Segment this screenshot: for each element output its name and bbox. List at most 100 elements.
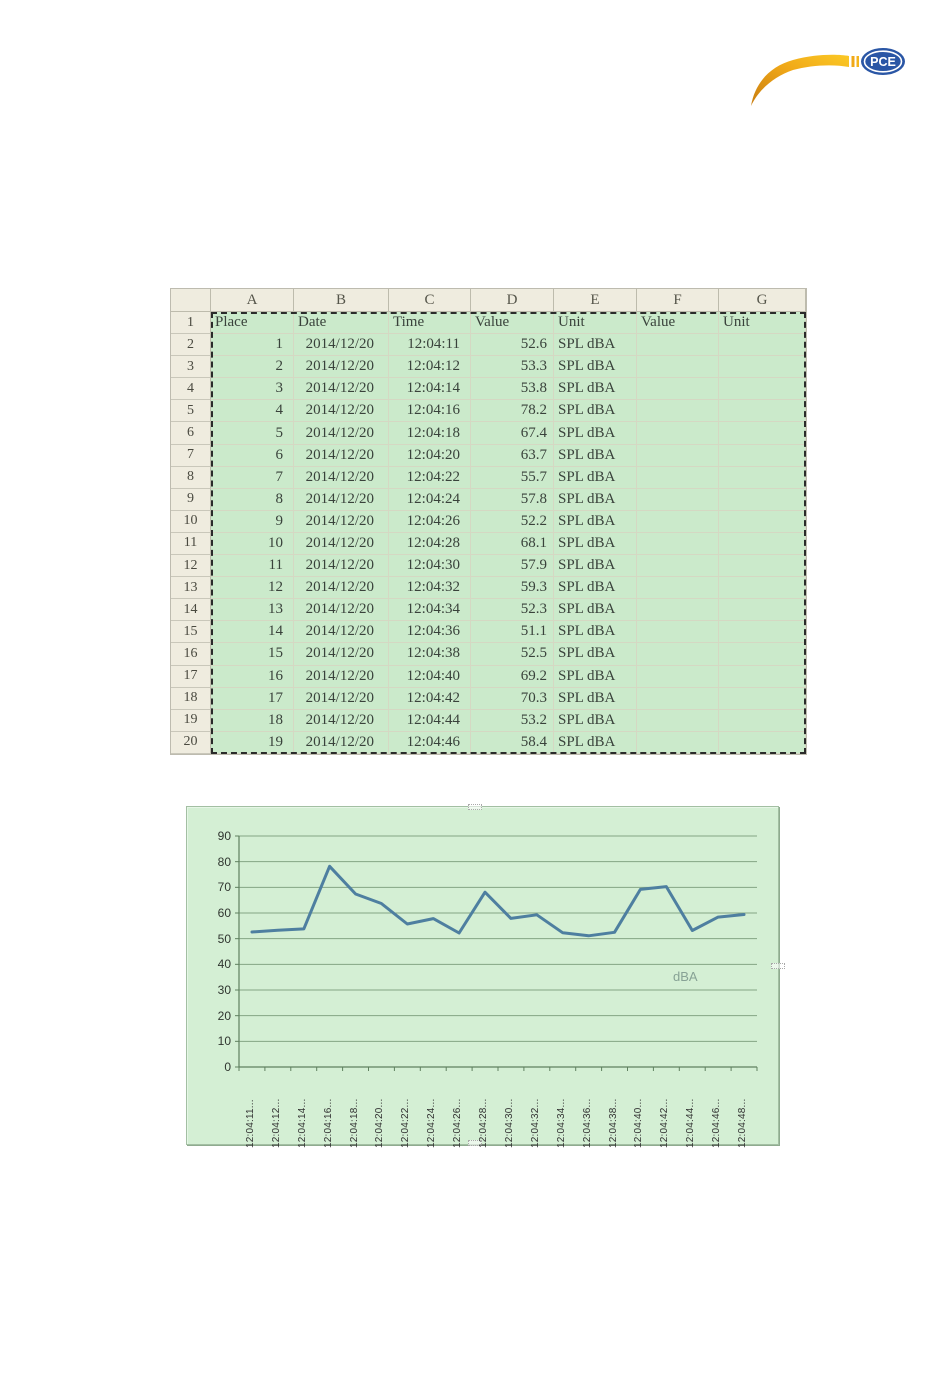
sheet-cell[interactable] — [637, 334, 719, 357]
sheet-cell[interactable]: 12:04:20 — [389, 444, 471, 467]
sheet-cell[interactable]: 63.7 — [471, 444, 554, 467]
sheet-cell[interactable]: 6 — [211, 444, 294, 467]
sheet-cell[interactable]: 52.3 — [471, 599, 554, 622]
sheet-cell[interactable]: 12:04:11 — [389, 334, 471, 357]
sheet-cell-header[interactable]: Unit — [554, 312, 637, 335]
row-number[interactable]: 13 — [171, 577, 211, 600]
sheet-cell[interactable] — [637, 599, 719, 622]
sheet-cell[interactable] — [719, 532, 806, 556]
sheet-cell[interactable]: 8 — [211, 488, 294, 511]
sheet-cell[interactable] — [637, 577, 719, 600]
sheet-cell[interactable]: 59.3 — [471, 577, 554, 600]
sheet-cell[interactable] — [637, 555, 719, 578]
sheet-cell[interactable]: 2014/12/20 — [294, 709, 389, 732]
sheet-cell[interactable]: SPL dBA — [554, 422, 637, 445]
sheet-cell[interactable]: 2014/12/20 — [294, 334, 389, 357]
sheet-cell[interactable]: 69.2 — [471, 665, 554, 688]
sheet-cell[interactable]: 2 — [211, 356, 294, 379]
sheet-cell[interactable] — [719, 621, 806, 644]
sheet-cell-header[interactable]: Unit — [719, 312, 806, 335]
corner-cell[interactable] — [171, 289, 211, 312]
sheet-cell[interactable]: 53.8 — [471, 378, 554, 401]
sheet-cell[interactable]: 12:04:24 — [389, 488, 471, 511]
sheet-cell[interactable]: 2014/12/20 — [294, 510, 389, 533]
sheet-cell[interactable]: 53.3 — [471, 356, 554, 379]
row-number[interactable]: 20 — [171, 731, 211, 754]
sheet-cell[interactable]: 19 — [211, 731, 294, 754]
sheet-cell[interactable]: 2014/12/20 — [294, 466, 389, 489]
sheet-cell[interactable]: 57.9 — [471, 555, 554, 578]
sheet-cell[interactable]: 2014/12/20 — [294, 577, 389, 600]
sheet-cell[interactable]: 78.2 — [471, 400, 554, 423]
sheet-cell[interactable]: 3 — [211, 378, 294, 401]
sheet-cell[interactable]: 2014/12/20 — [294, 444, 389, 467]
sheet-cell[interactable]: SPL dBA — [554, 665, 637, 688]
sheet-cell[interactable] — [719, 488, 806, 511]
sheet-cell[interactable]: 2014/12/20 — [294, 532, 389, 556]
row-number[interactable]: 11 — [171, 532, 211, 556]
sheet-cell[interactable]: SPL dBA — [554, 621, 637, 644]
sheet-cell[interactable] — [637, 378, 719, 401]
sheet-cell[interactable]: 2014/12/20 — [294, 599, 389, 622]
sheet-cell[interactable]: 11 — [211, 555, 294, 578]
sheet-cell[interactable]: 12:04:26 — [389, 510, 471, 533]
sheet-cell[interactable]: SPL dBA — [554, 599, 637, 622]
sheet-cell[interactable]: 12:04:28 — [389, 532, 471, 556]
sheet-cell[interactable] — [719, 643, 806, 666]
sheet-cell[interactable] — [719, 422, 806, 445]
sheet-cell[interactable]: 12:04:42 — [389, 687, 471, 710]
sheet-cell[interactable]: SPL dBA — [554, 687, 637, 710]
column-header[interactable]: G — [719, 289, 806, 312]
sheet-cell[interactable] — [719, 709, 806, 732]
sheet-cell[interactable] — [637, 356, 719, 379]
sheet-cell[interactable] — [719, 400, 806, 423]
row-number[interactable]: 4 — [171, 378, 211, 401]
column-header[interactable]: A — [211, 289, 294, 312]
row-number[interactable]: 10 — [171, 510, 211, 533]
sheet-cell[interactable]: SPL dBA — [554, 356, 637, 379]
sheet-cell[interactable]: 52.6 — [471, 334, 554, 357]
sheet-cell[interactable] — [719, 466, 806, 489]
sheet-cell[interactable]: 68.1 — [471, 532, 554, 556]
sheet-cell[interactable]: 12:04:38 — [389, 643, 471, 666]
sheet-cell[interactable]: 12:04:36 — [389, 621, 471, 644]
sheet-cell[interactable]: 2014/12/20 — [294, 621, 389, 644]
chart-handle-top[interactable] — [468, 804, 482, 810]
sheet-cell[interactable]: 2014/12/20 — [294, 356, 389, 379]
sheet-cell[interactable] — [719, 444, 806, 467]
sheet-cell[interactable]: SPL dBA — [554, 532, 637, 556]
sheet-cell[interactable] — [719, 731, 806, 754]
sheet-cell[interactable] — [637, 731, 719, 754]
row-number[interactable]: 7 — [171, 444, 211, 467]
sheet-cell[interactable]: 53.2 — [471, 709, 554, 732]
sheet-cell[interactable]: 5 — [211, 422, 294, 445]
row-number[interactable]: 14 — [171, 599, 211, 622]
row-number[interactable]: 2 — [171, 334, 211, 357]
column-header[interactable]: F — [637, 289, 719, 312]
row-number[interactable]: 17 — [171, 665, 211, 688]
sheet-cell[interactable] — [719, 555, 806, 578]
spl-line-chart[interactable]: dBA 0 10 20 30 40 50 60 70 80 90 12:04:11... 12:04:… — [186, 804, 785, 1148]
sheet-cell[interactable]: 2014/12/20 — [294, 422, 389, 445]
sheet-cell[interactable]: 12:04:46 — [389, 731, 471, 754]
sheet-cell[interactable] — [637, 687, 719, 710]
sheet-cell[interactable]: 14 — [211, 621, 294, 644]
row-number[interactable]: 1 — [171, 312, 211, 335]
sheet-cell[interactable] — [637, 621, 719, 644]
sheet-cell[interactable]: 57.8 — [471, 488, 554, 511]
sheet-cell[interactable]: 12:04:12 — [389, 356, 471, 379]
sheet-cell[interactable]: SPL dBA — [554, 400, 637, 423]
spreadsheet[interactable]: A B C D E F G 1 Place Date Time Value Unit Value Unit 2… — [170, 288, 807, 755]
sheet-cell[interactable]: SPL dBA — [554, 488, 637, 511]
sheet-cell[interactable] — [637, 709, 719, 732]
sheet-cell[interactable] — [637, 665, 719, 688]
sheet-cell[interactable]: 18 — [211, 709, 294, 732]
sheet-cell[interactable]: 4 — [211, 400, 294, 423]
row-number[interactable]: 8 — [171, 466, 211, 489]
row-number[interactable]: 16 — [171, 643, 211, 666]
sheet-cell[interactable]: 2014/12/20 — [294, 665, 389, 688]
chart-handle-bottom[interactable] — [468, 1140, 482, 1146]
sheet-cell[interactable] — [637, 488, 719, 511]
sheet-cell-header[interactable]: Date — [294, 312, 389, 335]
sheet-cell[interactable]: SPL dBA — [554, 334, 637, 357]
